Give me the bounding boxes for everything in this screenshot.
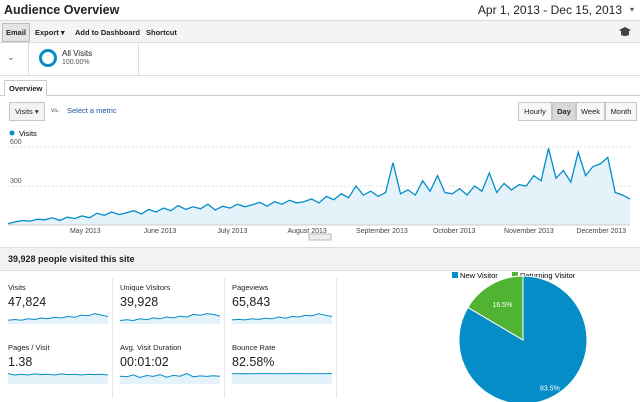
y-tick-label: 600 [10, 139, 22, 146]
sparkline-line [120, 313, 220, 322]
shortcut-button[interactable]: Shortcut [146, 28, 177, 37]
pie-label: 83.5% [540, 385, 560, 392]
overview-tab[interactable]: Overview [4, 80, 48, 97]
legend-swatch [512, 272, 518, 278]
summary-bar: 39,928 people visited this site [0, 247, 640, 271]
y-tick-label: 300 [10, 178, 22, 185]
line-chart: Visits 300 600 May 2013 June 2013 July 2013 Au… [7, 129, 631, 241]
sparkline-area [8, 313, 108, 324]
metric-value: 65,843 [232, 295, 271, 309]
date-caret[interactable]: ▾ [629, 5, 634, 14]
date-range[interactable]: Apr 1, 2013 - Dec 15, 2013 [477, 3, 622, 17]
sparkline-line [120, 373, 220, 379]
metric-value: 39,928 [120, 295, 159, 309]
header: Audience Overview Apr 1, 2013 - Dec 15, … [0, 0, 640, 21]
page-title: Audience Overview [4, 3, 120, 17]
divider [28, 43, 29, 75]
export-label: Export [35, 28, 59, 37]
interval-button[interactable]: Week [576, 102, 605, 121]
cap-icon[interactable] [618, 26, 632, 38]
dashboard-button[interactable]: Add to Dashboard [75, 28, 140, 37]
legend-dot [9, 130, 15, 136]
email-button[interactable]: Email [2, 23, 31, 42]
x-tick-label: September 2013 [356, 228, 408, 235]
export-button[interactable]: Export ▾ [35, 28, 65, 37]
sparkline [8, 313, 108, 324]
sparkline [120, 373, 220, 384]
visits-area [8, 148, 630, 225]
metric-value: 82.58% [232, 355, 275, 369]
metric-value: 1.38 [8, 355, 33, 369]
sparkline-area [232, 313, 332, 324]
pie-label: 16.5% [492, 302, 512, 309]
metric-label: Pageviews [232, 283, 269, 292]
sparkline-area [120, 313, 220, 324]
divider [138, 43, 139, 75]
visits-line [7, 148, 631, 225]
segment-bar: ⌄ All Visits 100.00% [0, 43, 640, 76]
segment-chevron[interactable]: ⌄ [7, 52, 15, 62]
pie-chart: New Visitor Returning Visitor 83.5% 16.5% [452, 271, 588, 402]
divider [224, 278, 225, 398]
legend-label: New Visitor [460, 271, 498, 280]
metric-label: Bounce Rate [232, 343, 276, 352]
vs-label: vs. [51, 107, 60, 114]
metric-dropdown[interactable]: Visits ▾ [9, 102, 45, 121]
sparkline [8, 373, 108, 384]
metric-label: Unique Visitors [120, 283, 171, 292]
metric-value: 47,824 [8, 295, 47, 309]
toolbar: Email Export ▾ Add to Dashboard Shortcut [0, 21, 640, 43]
sparkline-line [8, 373, 108, 376]
x-tick-label: June 2013 [144, 228, 177, 235]
sparkline-area [232, 373, 332, 384]
chart-handle [308, 233, 332, 241]
sparkline-line [232, 313, 332, 321]
x-tick-label: December 2013 [576, 228, 626, 235]
segment-percent: 100.00% [62, 59, 90, 66]
pie-slice [467, 275, 524, 341]
legend-label: Returning Visitor [520, 271, 576, 280]
sparkline-line [8, 313, 108, 321]
x-tick-label: August 2013 [287, 228, 326, 235]
metric-label: Avg. Visit Duration [120, 343, 182, 352]
pie-slice [458, 275, 588, 402]
x-tick-label: May 2013 [70, 228, 101, 235]
tab-line [0, 95, 640, 96]
metric-label: Visits [15, 107, 33, 116]
metric-value: 00:01:02 [120, 355, 169, 369]
divider [112, 278, 113, 398]
segment-ring [39, 49, 57, 67]
sparkline [232, 313, 332, 324]
sparkline [232, 373, 332, 384]
segment-name: All Visits [62, 49, 93, 58]
legend-swatch [452, 272, 458, 278]
x-tick-label: November 2013 [504, 228, 554, 235]
interval-button[interactable]: Month [605, 102, 637, 121]
x-tick-label: October 2013 [433, 228, 476, 235]
divider [336, 278, 337, 398]
sparkline-area [8, 373, 108, 384]
select-metric-link[interactable]: Select a metric [67, 106, 117, 115]
metric-label: Pages / Visit [8, 343, 50, 352]
sparkline [120, 313, 220, 324]
legend-label: Visits [19, 129, 37, 138]
metric-label: Visits [8, 283, 26, 292]
summary-text: 39,928 people visited this site [8, 254, 135, 264]
x-tick-label: July 2013 [217, 228, 247, 235]
interval-button[interactable]: Day [552, 102, 576, 121]
interval-button[interactable]: Hourly [518, 102, 552, 121]
